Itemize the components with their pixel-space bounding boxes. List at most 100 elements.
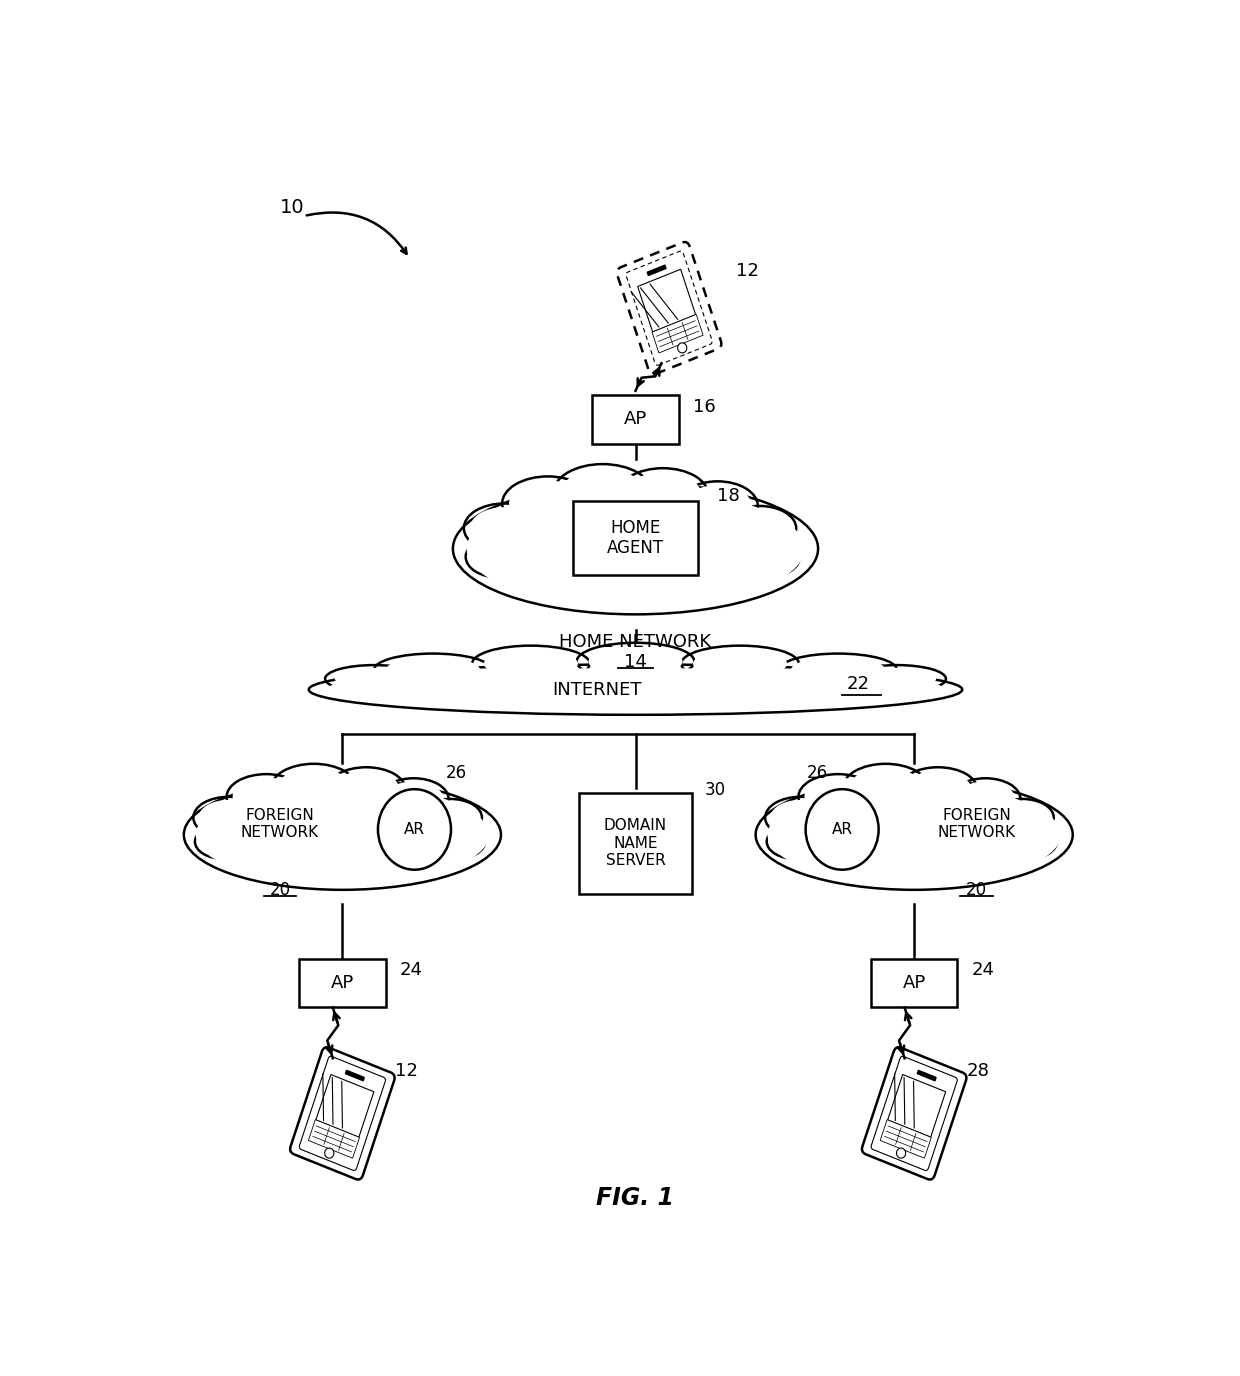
FancyBboxPatch shape [299,959,386,1007]
FancyBboxPatch shape [637,270,696,332]
Text: AR: AR [404,821,425,837]
Circle shape [378,790,451,870]
Circle shape [897,1148,905,1159]
Ellipse shape [779,654,897,687]
Text: 24: 24 [972,962,994,980]
Text: AP: AP [624,410,647,428]
Text: 12: 12 [737,261,759,281]
Text: AR: AR [832,821,853,837]
Ellipse shape [198,799,258,835]
Ellipse shape [184,780,501,890]
FancyBboxPatch shape [888,1075,946,1137]
Text: AP: AP [903,974,926,992]
FancyBboxPatch shape [880,1120,931,1159]
Text: 12: 12 [396,1062,418,1080]
Ellipse shape [589,647,682,677]
Ellipse shape [898,768,977,813]
Ellipse shape [419,799,482,837]
Text: FOREIGN
NETWORK: FOREIGN NETWORK [241,808,319,841]
Text: INTERNET: INTERNET [552,681,642,699]
FancyBboxPatch shape [309,1120,360,1159]
Ellipse shape [193,797,263,838]
Ellipse shape [484,649,578,678]
Ellipse shape [502,476,594,531]
Ellipse shape [560,468,645,517]
Ellipse shape [755,780,1073,890]
Ellipse shape [423,802,477,834]
Ellipse shape [693,649,787,678]
Ellipse shape [683,484,751,527]
Ellipse shape [848,665,946,692]
Ellipse shape [227,775,306,820]
Ellipse shape [470,508,538,549]
Ellipse shape [951,779,1021,820]
Ellipse shape [771,827,820,856]
Ellipse shape [849,768,923,808]
Ellipse shape [956,782,1016,816]
Ellipse shape [195,824,252,859]
FancyBboxPatch shape [616,242,722,374]
Ellipse shape [325,665,423,692]
Ellipse shape [734,537,800,578]
Text: 30: 30 [704,782,725,799]
Text: 18: 18 [717,487,740,505]
Ellipse shape [791,656,885,682]
Circle shape [325,1148,334,1159]
Text: FOREIGN
NETWORK: FOREIGN NETWORK [937,808,1016,841]
Text: 26: 26 [806,764,827,783]
Ellipse shape [577,643,694,680]
Ellipse shape [200,827,248,856]
Ellipse shape [723,506,796,550]
Ellipse shape [858,667,936,689]
Text: AP: AP [331,974,355,992]
Text: 20: 20 [269,881,290,899]
Ellipse shape [994,802,1049,834]
FancyBboxPatch shape [870,959,957,1007]
Ellipse shape [681,645,799,681]
Ellipse shape [326,768,405,813]
Ellipse shape [309,665,962,714]
FancyBboxPatch shape [345,1069,365,1082]
Ellipse shape [233,777,300,816]
Ellipse shape [765,797,835,838]
FancyBboxPatch shape [316,1075,374,1137]
FancyBboxPatch shape [290,1047,394,1179]
Ellipse shape [766,824,823,859]
FancyBboxPatch shape [652,315,703,354]
Text: 20: 20 [966,881,987,899]
FancyBboxPatch shape [862,1047,966,1179]
Text: 14: 14 [624,654,647,671]
FancyBboxPatch shape [916,1069,936,1082]
Text: HOME
AGENT: HOME AGENT [606,519,665,557]
Ellipse shape [374,654,492,687]
Circle shape [678,343,687,352]
Ellipse shape [332,771,399,809]
Text: DOMAIN
NAME
SERVER: DOMAIN NAME SERVER [604,819,667,868]
Ellipse shape [770,799,830,835]
Ellipse shape [453,483,818,614]
Ellipse shape [510,480,587,527]
Ellipse shape [433,827,481,856]
Ellipse shape [677,482,758,531]
Text: 10: 10 [280,198,305,217]
Ellipse shape [553,464,652,522]
Ellipse shape [278,768,350,808]
FancyBboxPatch shape [646,264,667,277]
FancyBboxPatch shape [579,793,692,893]
Ellipse shape [379,779,449,820]
Ellipse shape [428,824,485,859]
Ellipse shape [196,784,489,885]
Ellipse shape [991,799,1054,837]
Ellipse shape [843,764,929,812]
FancyBboxPatch shape [573,501,698,575]
Ellipse shape [471,539,527,574]
Ellipse shape [999,824,1056,859]
Ellipse shape [904,771,972,809]
Text: HOME NETWORK: HOME NETWORK [559,633,712,651]
Text: 28: 28 [967,1062,990,1080]
Ellipse shape [624,472,702,519]
Ellipse shape [272,764,357,812]
Circle shape [806,790,879,870]
Text: 26: 26 [446,764,467,783]
Ellipse shape [768,784,1061,885]
